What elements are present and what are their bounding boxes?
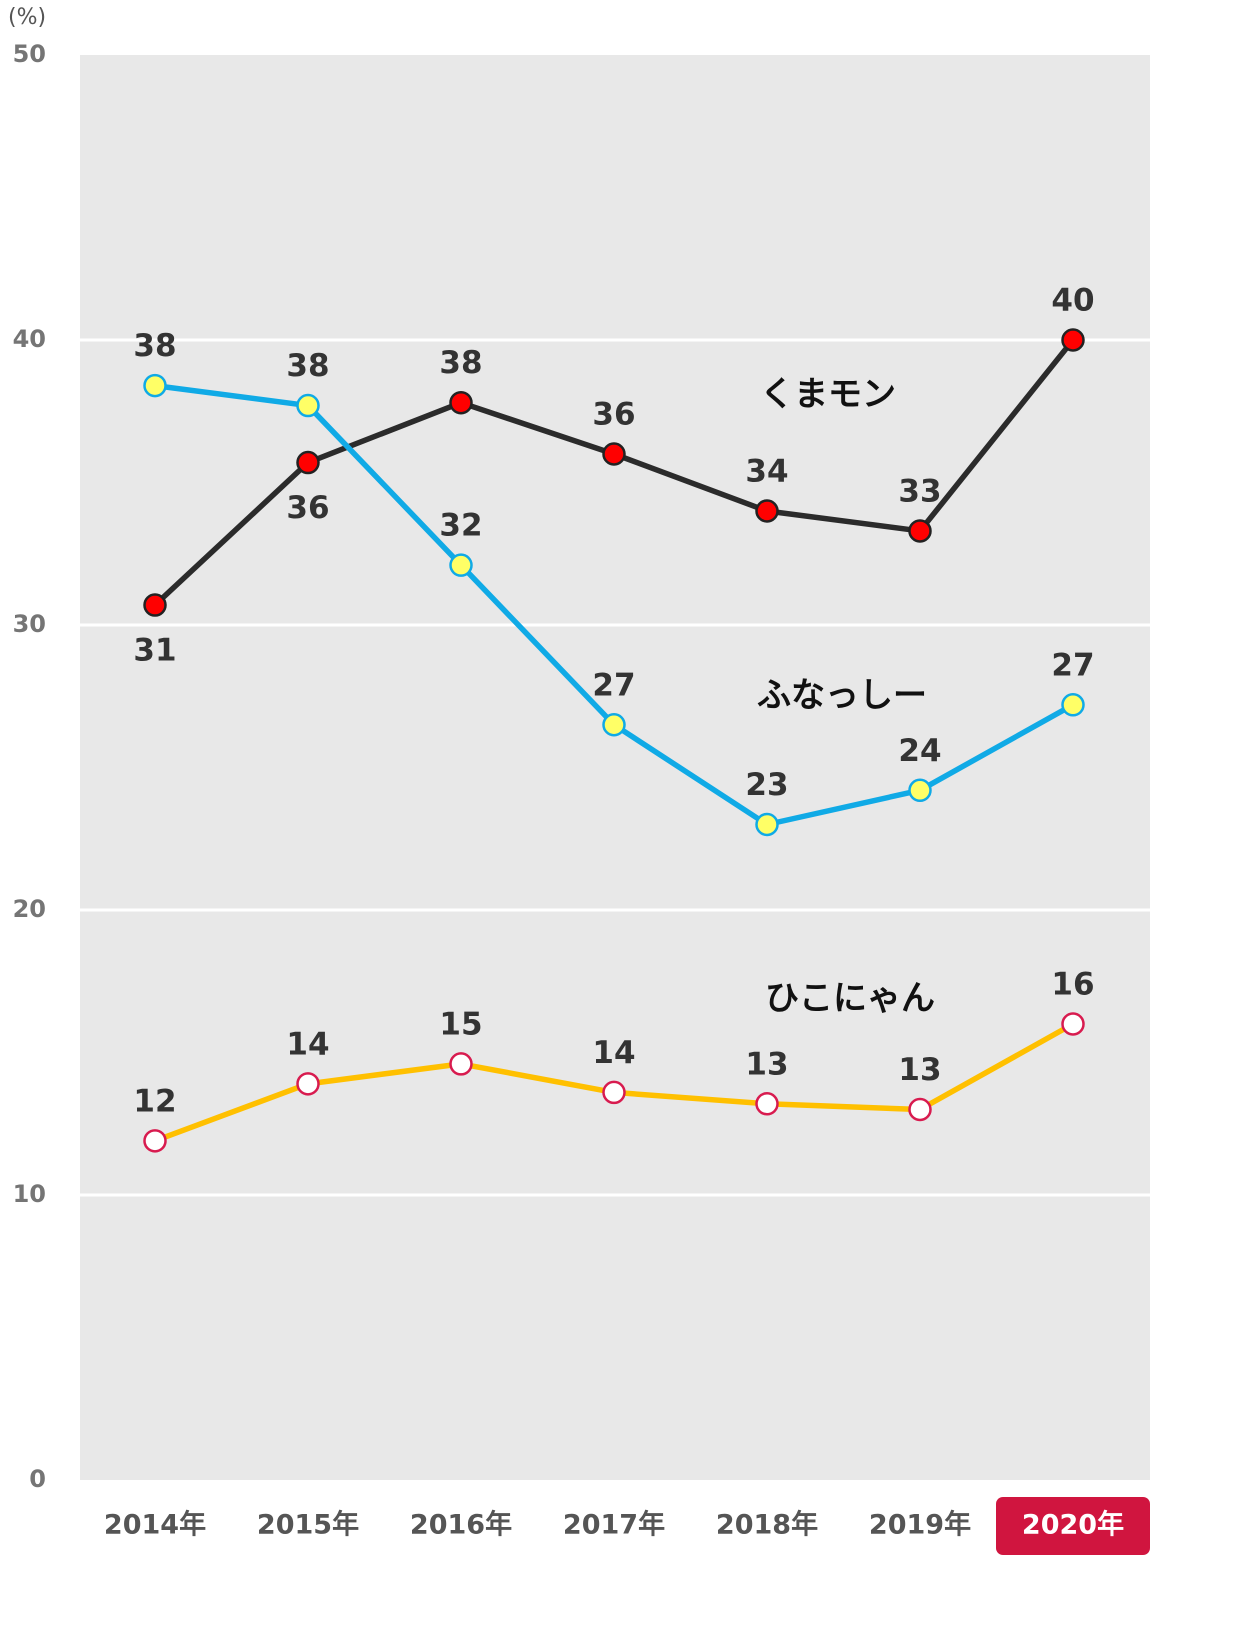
series-0-point-6 <box>1061 328 1085 352</box>
series-1-label-4: 23 <box>745 767 788 803</box>
series-2-point-4 <box>755 1092 779 1116</box>
y-tick-label-50: 50 <box>13 40 46 68</box>
series-2-label-4: 13 <box>745 1046 788 1082</box>
series-name-0: くまモン <box>760 375 896 415</box>
series-0-label-3: 36 <box>592 397 635 433</box>
gridlines <box>80 338 1150 1197</box>
series-1-point-2 <box>449 553 473 577</box>
series-2-label-3: 14 <box>592 1035 635 1071</box>
series-0-point-4 <box>755 499 779 523</box>
series-1-point-1 <box>296 393 320 418</box>
series-0-label-5: 33 <box>898 473 941 509</box>
x-highlight-box <box>996 1497 1150 1555</box>
series-0-point-5 <box>908 519 932 543</box>
series-1-label-1: 38 <box>286 348 329 384</box>
y-tick-label-30: 30 <box>13 610 46 638</box>
x-tick-label-2: 2016年 <box>410 1509 512 1541</box>
y-axis: 0 10 20 30 40 50 <box>13 40 46 1493</box>
x-tick-label-5: 2019年 <box>869 1509 971 1541</box>
x-tick-label-6: 2020年 <box>1022 1509 1124 1541</box>
series-0-point-3 <box>602 442 626 466</box>
series-name-1: ふなっしー <box>757 676 927 716</box>
x-tick-label-1: 2015年 <box>257 1509 359 1541</box>
series-2-point-3 <box>602 1080 626 1105</box>
series-0-point-1 <box>296 450 320 475</box>
series-2-point-6 <box>1061 1012 1085 1036</box>
series-0-point-0 <box>143 593 167 617</box>
series-markers <box>143 328 1085 1153</box>
series-1-point-6 <box>1061 693 1085 717</box>
y-tick-label-40: 40 <box>13 325 46 353</box>
series-0-label-0: 31 <box>133 633 176 669</box>
plot-background <box>80 55 1150 1480</box>
series-1-label-3: 27 <box>592 667 635 703</box>
series-0-label-4: 34 <box>745 454 788 490</box>
x-tick-label-3: 2017年 <box>563 1509 665 1541</box>
y-tick-label-0: 0 <box>29 1465 46 1493</box>
series-1-label-0: 38 <box>133 328 176 364</box>
series-1-point-5 <box>908 778 932 803</box>
series-1-label-5: 24 <box>898 733 941 769</box>
series-2-point-5 <box>908 1097 932 1122</box>
x-tick-label-4: 2018年 <box>716 1509 818 1541</box>
y-axis-unit-label: (%) <box>8 5 46 30</box>
y-tick-label-20: 20 <box>13 895 46 923</box>
series-name-2: ひこにゃん <box>765 979 935 1019</box>
series-1-label-6: 27 <box>1051 647 1094 683</box>
series-2-label-1: 14 <box>286 1026 329 1062</box>
series-0-label-6: 40 <box>1051 283 1094 319</box>
x-axis: 2014年 2015年 2016年 2017年 2018年 2019年 2020年 <box>104 1497 1150 1555</box>
series-0-label-2: 38 <box>439 345 482 381</box>
series-1-point-3 <box>602 713 626 737</box>
x-tick-label-0: 2014年 <box>104 1509 206 1541</box>
series-2-label-6: 16 <box>1051 967 1094 1003</box>
series-1-point-0 <box>143 373 167 398</box>
series-2-label-5: 13 <box>898 1052 941 1088</box>
series-2-label-2: 15 <box>439 1006 482 1042</box>
y-tick-label-10: 10 <box>13 1180 46 1208</box>
series-2-point-1 <box>296 1072 320 1096</box>
series-0-point-2 <box>449 390 473 415</box>
series-1-label-2: 32 <box>439 508 482 544</box>
series-2-label-0: 12 <box>133 1083 176 1119</box>
series-1-point-4 <box>755 812 779 837</box>
series-2-point-0 <box>143 1129 167 1153</box>
data-labels: 31 36 38 36 34 33 40 38 38 32 27 23 24 27 12 14 15 14 13 13… <box>133 283 1094 1120</box>
series-2-point-2 <box>449 1052 473 1076</box>
series-0-label-1: 36 <box>286 490 329 526</box>
